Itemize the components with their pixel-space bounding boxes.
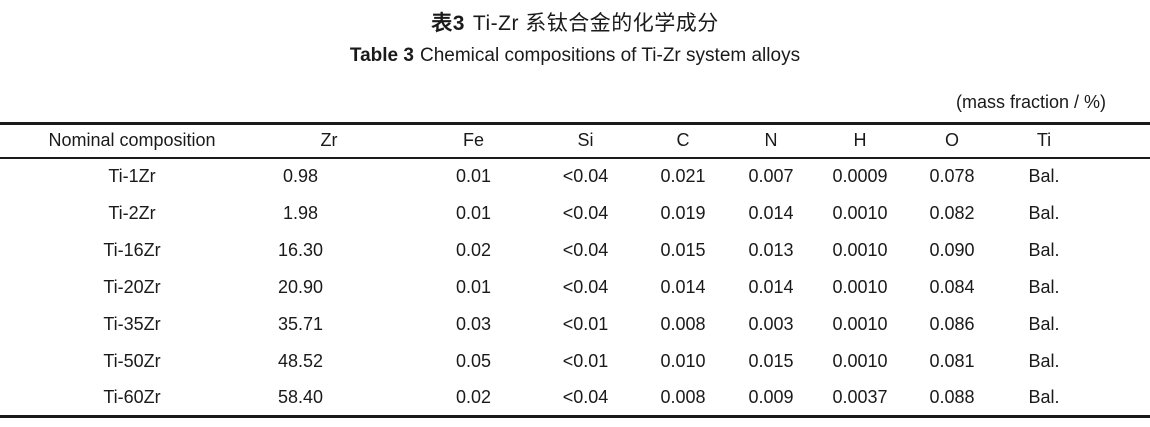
cell-ti: Bal. bbox=[1028, 386, 1060, 407]
units-note: (mass fraction / %) bbox=[955, 92, 1106, 112]
table-body: Ti-1Zr 0.98 0.01 <0.04 0.021 0.007 0.000… bbox=[0, 158, 1150, 417]
cell-h: 0.0010 bbox=[832, 276, 888, 297]
cell-n: 0.013 bbox=[748, 239, 794, 260]
cell-zr: 20.90 bbox=[277, 276, 324, 297]
cell-n: 0.007 bbox=[748, 166, 794, 186]
cell-n: 0.014 bbox=[748, 202, 794, 223]
table-caption-en: Table 3 Chemical compositions of Ti-Zr sy… bbox=[0, 45, 1150, 67]
cell-alloy-name: Ti-60Zr bbox=[103, 386, 161, 407]
table-row: Ti-50Zr 48.52 0.05 <0.01 0.010 0.015 0.0… bbox=[0, 343, 1150, 380]
cell-ti: Bal. bbox=[1028, 166, 1060, 186]
table-row: Ti-20Zr 20.90 0.01 <0.04 0.014 0.014 0.0… bbox=[0, 269, 1150, 306]
cell-alloy-name: Ti-2Zr bbox=[108, 202, 156, 223]
cell-ti: Bal. bbox=[1028, 350, 1060, 371]
cell-o: 0.084 bbox=[929, 276, 975, 297]
cell-c: 0.019 bbox=[660, 202, 706, 223]
header-cell-si: Si bbox=[533, 123, 638, 159]
table-row: Ti-35Zr 35.71 0.03 <0.01 0.008 0.003 0.0… bbox=[0, 306, 1150, 343]
composition-table: Nominal composition Zr Fe Si C N H O Ti … bbox=[0, 122, 1150, 418]
cell-o: 0.078 bbox=[929, 166, 975, 186]
cell-n: 0.014 bbox=[748, 276, 794, 297]
cell-o: 0.086 bbox=[929, 313, 975, 334]
cell-si: <0.04 bbox=[562, 202, 609, 223]
table-caption-zh: 表3 Ti-Zr 系钛合金的化学成分 bbox=[0, 0, 1150, 37]
header-row: Nominal composition Zr Fe Si C N H O Ti bbox=[0, 123, 1150, 159]
header-cell-o: O bbox=[906, 123, 998, 159]
cell-fe: 0.02 bbox=[455, 239, 492, 260]
table-row: Ti-1Zr 0.98 0.01 <0.04 0.021 0.007 0.000… bbox=[0, 158, 1150, 195]
header-cell-n: N bbox=[728, 123, 814, 159]
cell-h: 0.0010 bbox=[832, 350, 888, 371]
cell-h: 0.0010 bbox=[832, 202, 888, 223]
cell-alloy-name: Ti-35Zr bbox=[103, 313, 161, 334]
table-row: Ti-16Zr 16.30 0.02 <0.04 0.015 0.013 0.0… bbox=[0, 232, 1150, 269]
cell-ti: Bal. bbox=[1028, 202, 1060, 223]
cell-o: 0.088 bbox=[929, 386, 975, 407]
table-caption-zh-label: 表3 bbox=[431, 12, 465, 35]
cell-h: 0.0009 bbox=[832, 166, 888, 186]
cell-si: <0.01 bbox=[562, 350, 609, 371]
cell-c: 0.008 bbox=[660, 386, 706, 407]
table-row: Ti-2Zr 1.98 0.01 <0.04 0.019 0.014 0.001… bbox=[0, 195, 1150, 232]
cell-n: 0.003 bbox=[748, 313, 794, 334]
table-caption-zh-text: Ti-Zr 系钛合金的化学成分 bbox=[472, 12, 719, 35]
cell-c: 0.014 bbox=[660, 276, 706, 297]
cell-alloy-name: Ti-20Zr bbox=[103, 276, 161, 297]
cell-c: 0.015 bbox=[660, 239, 706, 260]
cell-zr: 16.30 bbox=[277, 239, 324, 260]
header-cell-c: C bbox=[638, 123, 728, 159]
cell-si: <0.04 bbox=[562, 276, 609, 297]
header-cell-fe: Fe bbox=[414, 123, 533, 159]
cell-n: 0.009 bbox=[748, 386, 794, 407]
cell-zr: 0.98 bbox=[282, 166, 319, 186]
cell-h: 0.0010 bbox=[832, 239, 888, 260]
cell-alloy-name: Ti-50Zr bbox=[103, 350, 161, 371]
cell-fe: 0.02 bbox=[455, 386, 492, 407]
cell-fe: 0.05 bbox=[455, 350, 492, 371]
cell-zr: 1.98 bbox=[282, 202, 319, 223]
cell-si: <0.04 bbox=[562, 239, 609, 260]
cell-o: 0.090 bbox=[929, 239, 975, 260]
cell-si: <0.01 bbox=[562, 313, 609, 334]
cell-fe: 0.03 bbox=[455, 313, 492, 334]
cell-alloy-name: Ti-16Zr bbox=[103, 239, 161, 260]
header-cell-zr: Zr bbox=[244, 123, 414, 159]
table-row: Ti-60Zr 58.40 0.02 <0.04 0.008 0.009 0.0… bbox=[0, 380, 1150, 417]
cell-si: <0.04 bbox=[562, 166, 609, 186]
cell-c: 0.021 bbox=[660, 166, 706, 186]
cell-ti: Bal. bbox=[1028, 239, 1060, 260]
cell-alloy-name: Ti-1Zr bbox=[108, 166, 156, 186]
table-caption-en-text: Chemical compositions of Ti-Zr system al… bbox=[419, 45, 801, 66]
cell-c: 0.010 bbox=[660, 350, 706, 371]
cell-c: 0.008 bbox=[660, 313, 706, 334]
header-cell-nominal-composition: Nominal composition bbox=[0, 123, 244, 159]
header-cell-ti: Ti bbox=[998, 123, 1150, 159]
cell-zr: 58.40 bbox=[277, 386, 324, 407]
cell-o: 0.082 bbox=[929, 202, 975, 223]
cell-fe: 0.01 bbox=[455, 166, 492, 186]
table-caption-en-label: Table 3 bbox=[349, 45, 414, 66]
cell-fe: 0.01 bbox=[455, 276, 492, 297]
cell-ti: Bal. bbox=[1028, 313, 1060, 334]
cell-zr: 35.71 bbox=[277, 313, 324, 334]
header-cell-h: H bbox=[814, 123, 906, 159]
cell-n: 0.015 bbox=[748, 350, 794, 371]
cell-h: 0.0010 bbox=[832, 313, 888, 334]
table-header: Nominal composition Zr Fe Si C N H O Ti bbox=[0, 123, 1150, 159]
cell-si: <0.04 bbox=[562, 386, 609, 407]
cell-ti: Bal. bbox=[1028, 276, 1060, 297]
cell-h: 0.0037 bbox=[832, 386, 888, 407]
cell-zr: 48.52 bbox=[277, 350, 324, 371]
cell-fe: 0.01 bbox=[455, 202, 492, 223]
cell-o: 0.081 bbox=[929, 350, 975, 371]
